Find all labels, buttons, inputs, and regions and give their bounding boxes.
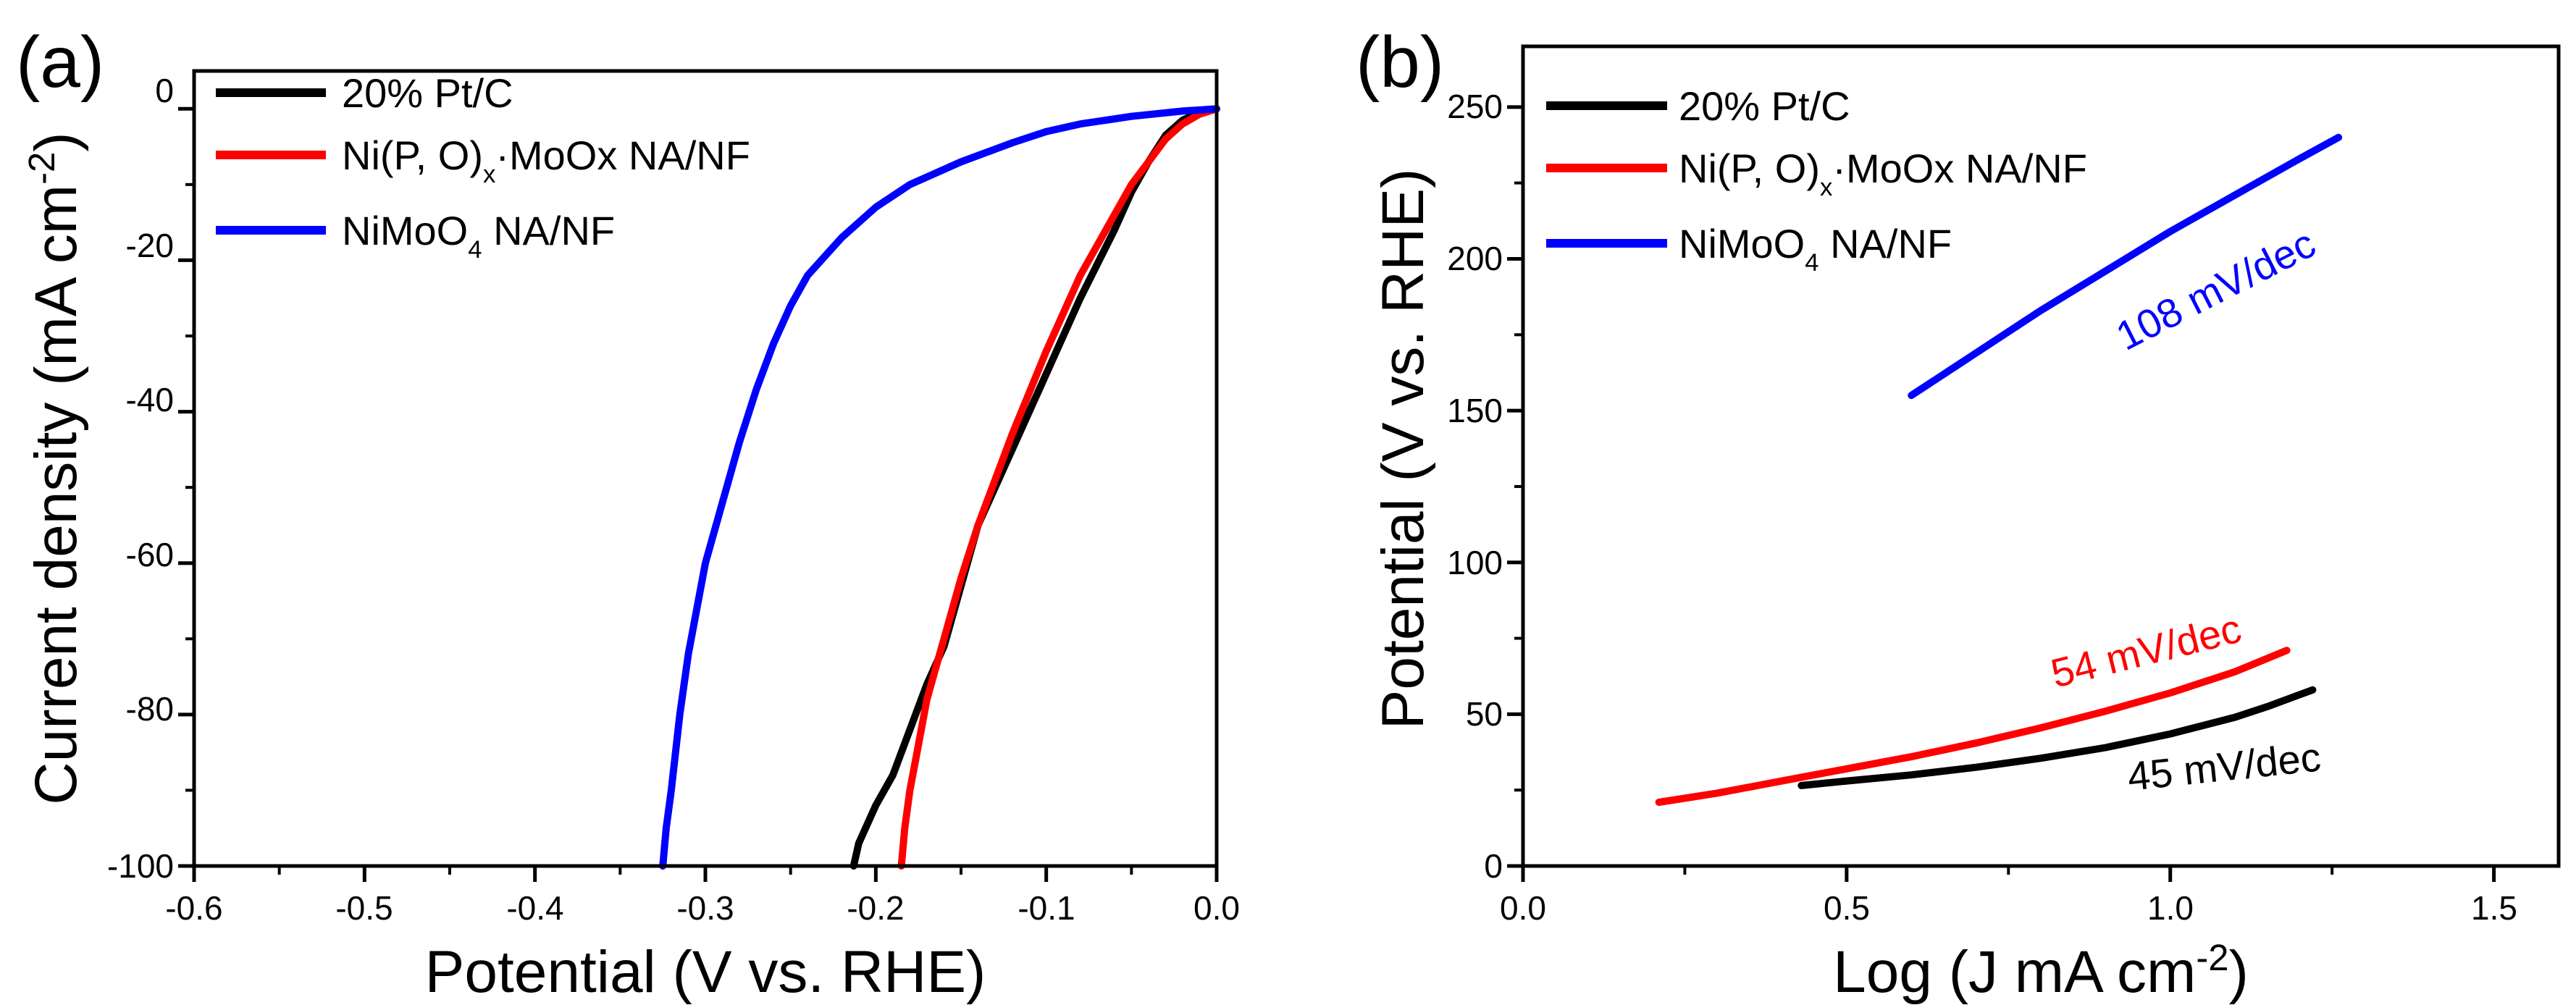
x-tick-label: -0.2 <box>847 889 904 927</box>
panel-b-frame <box>1521 44 2561 868</box>
legend-label: 20% Pt/C <box>1679 83 1850 129</box>
legend-label: NiMoO4 NA/NF <box>1679 221 1952 277</box>
series-line-0 <box>1797 686 2317 789</box>
y-axis-title: Potential (V vs. RHE) <box>1370 169 1436 730</box>
x-tick-label: -0.3 <box>676 889 734 927</box>
x-tick-label: 0.0 <box>1500 889 1546 927</box>
panel-b-xtick-labels: 0.0 0.5 1.0 1.5 <box>1500 889 2517 927</box>
legend-label: Ni(P, O)x·MoOx NA/NF <box>1679 146 2087 201</box>
x-tick-label: 1.5 <box>2471 889 2517 927</box>
panel-a-frame <box>192 69 1219 868</box>
panel-b-ticks <box>1507 105 2496 882</box>
x-axis-title: Potential (V vs. RHE) <box>425 939 986 1005</box>
y-tick-label: -80 <box>126 690 174 728</box>
slope-annotation-nipo: 54 mV/dec <box>2047 605 2246 697</box>
x-tick-label: -0.6 <box>165 889 222 927</box>
y-tick-label: 100 <box>1447 544 1503 581</box>
legend-label: Ni(P, O)x·MoOx NA/NF <box>342 133 750 188</box>
y-tick-label: 50 <box>1466 695 1503 733</box>
panel-a-ytick-labels: 0 -20 -40 -60 -80 -100 <box>107 72 174 885</box>
slope-annotation-nimoo4: 108 mV/dec <box>2109 220 2323 359</box>
panel-b: (b) 0.0 0.5 1.0 1.5 0 50 100 150 200 250… <box>1356 22 2561 1005</box>
x-tick-label: 1.0 <box>2147 889 2194 927</box>
panel-a-xtick-labels: -0.6 -0.5 -0.4 -0.3 -0.2 -0.1 0.0 <box>165 889 1240 927</box>
y-tick-label: -20 <box>126 227 174 264</box>
x-tick-label: 0.0 <box>1193 889 1240 927</box>
series-line-1 <box>897 105 1220 870</box>
panel-a: (a) -0.6 -0.5 -0.4 -0.3 -0.2 -0.1 0.0 0 … <box>16 22 1240 1005</box>
slope-annotation-pt: 45 mV/dec <box>2126 733 2323 799</box>
series-line-2 <box>1908 133 2343 400</box>
series-line-0 <box>849 105 1220 870</box>
legend: 20% Pt/C Ni(P, O)x·MoOx NA/NF NiMoO4 NA/… <box>216 70 750 264</box>
y-tick-label: -40 <box>126 381 174 419</box>
legend: 20% Pt/C Ni(P, O)x·MoOx NA/NF NiMoO4 NA/… <box>1546 83 2087 277</box>
legend-label: 20% Pt/C <box>342 70 513 116</box>
y-tick-label: 0 <box>155 72 174 109</box>
panel-a-ticks <box>178 106 1219 882</box>
panel-a-curves <box>659 105 1220 870</box>
panel-a-label: (a) <box>16 22 104 103</box>
x-tick-label: -0.1 <box>1018 889 1075 927</box>
y-tick-label: 150 <box>1447 392 1503 429</box>
series-line-2 <box>659 105 1220 870</box>
panel-b-curves <box>1655 133 2343 806</box>
y-tick-label: 200 <box>1447 240 1503 277</box>
y-tick-label: 250 <box>1447 88 1503 125</box>
x-tick-label: -0.5 <box>335 889 393 927</box>
series-line-1 <box>1655 647 2291 806</box>
y-tick-label: -60 <box>126 536 174 573</box>
x-tick-label: -0.4 <box>506 889 563 927</box>
legend-label: NiMoO4 NA/NF <box>342 208 615 264</box>
y-tick-label: -100 <box>107 847 174 885</box>
x-tick-label: 0.5 <box>1824 889 1870 927</box>
panel-b-label: (b) <box>1356 22 1444 103</box>
panel-b-ytick-labels: 0 50 100 150 200 250 <box>1447 88 1503 885</box>
y-tick-label: 0 <box>1484 847 1503 885</box>
y-axis-title: Current density (mA cm-2) <box>21 132 89 804</box>
x-axis-title: Log (J mA cm-2) <box>1833 937 2249 1005</box>
